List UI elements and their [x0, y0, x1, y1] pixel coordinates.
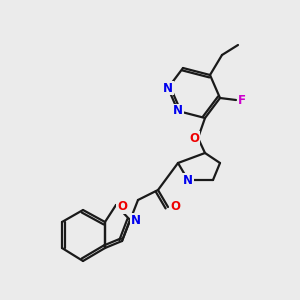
Text: O: O	[189, 131, 199, 145]
Text: N: N	[163, 82, 173, 94]
Text: O: O	[170, 200, 180, 214]
Text: O: O	[117, 200, 127, 214]
Text: N: N	[183, 173, 193, 187]
Text: F: F	[238, 94, 246, 106]
Text: N: N	[173, 104, 183, 118]
Text: N: N	[131, 214, 141, 226]
